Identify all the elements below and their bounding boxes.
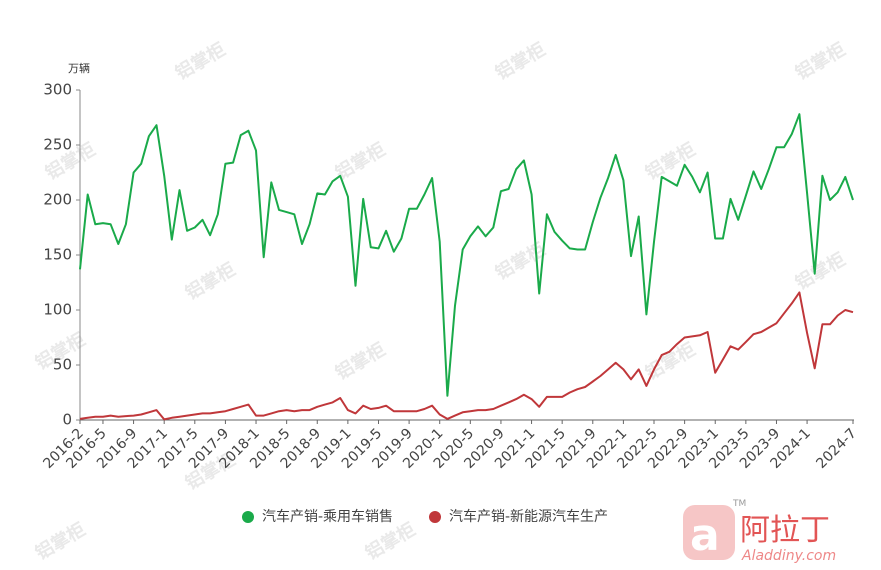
legend-marker	[242, 511, 254, 523]
y-tick-label: 300	[43, 81, 72, 99]
logo-name: 阿拉丁	[740, 513, 830, 548]
y-tick-label: 200	[43, 191, 72, 209]
logo-glyph: a	[690, 510, 720, 561]
svg-text:铝掌柜: 铝掌柜	[642, 138, 700, 184]
svg-text:铝掌柜: 铝掌柜	[172, 38, 230, 84]
y-tick-label: 150	[43, 246, 72, 264]
svg-text:铝掌柜: 铝掌柜	[332, 338, 390, 384]
legend-marker	[429, 511, 441, 523]
svg-text:铝掌柜: 铝掌柜	[792, 248, 850, 294]
legend-label: 汽车产销-新能源汽车生产	[449, 508, 608, 525]
svg-text:铝掌柜: 铝掌柜	[362, 518, 420, 564]
x-tick-label: 2024-7	[813, 426, 859, 472]
y-tick-label: 0	[62, 411, 72, 429]
y-unit: 万辆	[68, 61, 90, 75]
watermarks: 铝掌柜 铝掌柜 铝掌柜 铝掌柜 铝掌柜 铝掌柜 铝掌柜 铝掌柜 铝掌柜 铝掌柜 …	[32, 38, 850, 564]
y-tick-label: 100	[43, 301, 72, 319]
logo: a 阿拉丁 Aladdiny.com TM	[683, 499, 836, 564]
svg-text:铝掌柜: 铝掌柜	[32, 518, 90, 564]
series-line	[79, 291, 854, 421]
logo-icon	[683, 505, 735, 560]
logo-site: Aladdiny.com	[741, 548, 836, 564]
legend-label: 汽车产销-乘用车销售	[262, 508, 393, 525]
svg-text:铝掌柜: 铝掌柜	[182, 258, 240, 304]
y-tick-label: 50	[53, 356, 72, 374]
y-tick-label: 250	[43, 136, 72, 154]
svg-text:铝掌柜: 铝掌柜	[492, 38, 550, 84]
logo-tm: TM	[732, 499, 746, 509]
svg-text:铝掌柜: 铝掌柜	[792, 38, 850, 84]
series-line	[79, 113, 854, 397]
